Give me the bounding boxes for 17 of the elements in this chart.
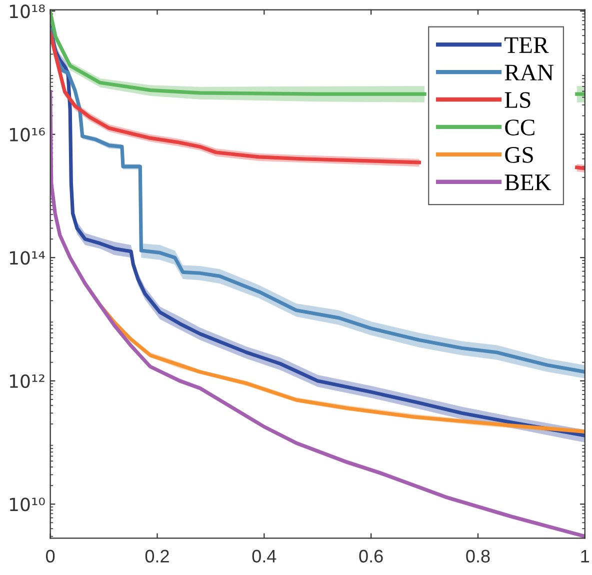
y-tick-label: 10¹⁶ <box>10 128 45 142</box>
y-tick-label: 10¹⁸ <box>10 4 45 18</box>
x-tick-label: 1 <box>581 550 590 562</box>
x-tick-label: 0.8 <box>466 550 490 563</box>
y-tick-label: 10¹² <box>10 374 44 388</box>
x-tick-label: 0.6 <box>359 550 383 563</box>
legend-label: RAN <box>504 64 554 80</box>
legend-label: GS <box>505 147 533 163</box>
x-tick-label: 0 <box>46 550 55 563</box>
legend-label: CC <box>505 120 534 136</box>
legend-label: TER <box>504 37 549 53</box>
x-tick-label: 0.4 <box>252 550 276 563</box>
x-tick-label: 0.2 <box>145 550 169 563</box>
legend-label: BEK <box>504 174 552 190</box>
y-tick-label: 10¹⁴ <box>10 251 45 265</box>
y-tick-label: 10¹⁰ <box>10 498 45 512</box>
legend-label: LS <box>504 92 530 108</box>
